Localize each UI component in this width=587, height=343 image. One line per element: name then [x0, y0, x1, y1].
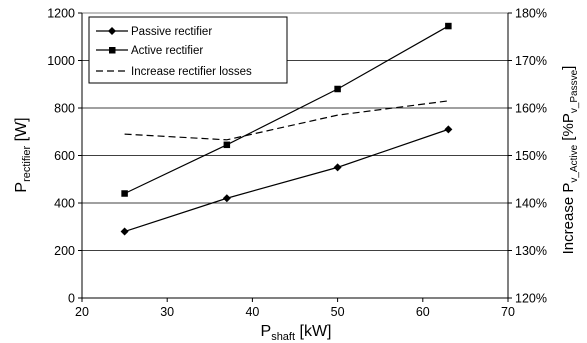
y-axis-right-label-sub: v_Active — [569, 144, 580, 182]
y-right-tick-label: 130% — [515, 244, 547, 258]
legend-label-active: Active rectifier — [131, 45, 203, 57]
data-point-passive-rectifier — [222, 194, 231, 203]
y-right-tick-label: 170% — [515, 54, 547, 68]
y-right-tick-label: 180% — [515, 7, 547, 21]
data-point-active-rectifier — [334, 85, 341, 93]
x-axis-label-main: P — [261, 323, 272, 340]
legend-item-passive: Passive rectifier — [96, 26, 212, 38]
x-axis-label: Pshaft [kW] — [261, 323, 332, 343]
data-point-passive-rectifier — [120, 227, 129, 236]
x-axis-ticks: 20 30 40 50 60 70 — [75, 298, 515, 319]
y-axis-left-label-unit: [W] — [13, 117, 30, 145]
y-axis-right-label: Increase Pv_Active [%Pv_Passve] — [560, 66, 580, 255]
y-left-tick-label: 1000 — [47, 54, 75, 68]
y-left-tick-label: 600 — [54, 149, 75, 163]
data-point-passive-rectifier — [444, 125, 453, 134]
y-left-tick-label: 400 — [54, 197, 75, 211]
y-axis-left-label-sub: rectifier — [21, 146, 33, 182]
y-right-tick-label: 150% — [515, 149, 547, 163]
data-point-active-rectifier — [445, 22, 452, 30]
legend: Passive rectifier Active rectifier Incre… — [88, 16, 288, 84]
y-right-tick-label: 160% — [515, 102, 547, 116]
y-right-tick-label: 140% — [515, 197, 547, 211]
legend-marker-active — [109, 47, 116, 54]
y-right-tick-label: 120% — [515, 292, 547, 306]
series-line-passive-rectifier — [124, 128, 449, 233]
legend-item-active: Active rectifier — [96, 45, 203, 57]
series-line-increase-rectifier-losses — [124, 100, 449, 141]
y-left-tick-label: 200 — [54, 244, 75, 258]
y-left-tick-label: 800 — [54, 102, 75, 116]
data-point-passive-rectifier — [333, 163, 342, 172]
legend-label-passive: Passive rectifier — [131, 26, 212, 38]
y-axis-right-label-mid: [%P — [560, 113, 577, 145]
legend-marker-passive — [108, 27, 116, 35]
y-left-tick-label: 0 — [68, 292, 75, 306]
series-layer — [120, 22, 453, 236]
y-axis-right-ticks: 120% 130% 140% 150% 160% 170% 180% — [508, 7, 547, 306]
y-axis-left-label: Prectifier [W] — [13, 117, 33, 192]
y-axis-left-label-main: P — [13, 182, 30, 193]
y-axis-right-label-end: ] — [560, 66, 577, 70]
x-tick-label: 70 — [501, 305, 515, 319]
series-line-active-rectifier — [124, 25, 449, 195]
x-tick-label: 60 — [416, 305, 430, 319]
data-point-active-rectifier — [223, 141, 231, 149]
y-axis-right-label-sub2: v_Passve — [569, 69, 580, 113]
legend-label-increase: Increase rectifier losses — [131, 66, 252, 78]
y-axis-right-label-prefix: Increase P — [560, 183, 577, 255]
data-point-active-rectifier — [121, 190, 128, 197]
y-axis-left-ticks: 0 200 400 600 800 1000 1200 — [47, 7, 82, 306]
x-tick-label: 20 — [75, 305, 89, 319]
x-tick-label: 40 — [245, 305, 259, 319]
x-tick-label: 50 — [331, 305, 345, 319]
x-axis-label-sub: shaft — [271, 331, 295, 343]
y-left-tick-label: 1200 — [47, 7, 75, 21]
legend-item-increase: Increase rectifier losses — [96, 66, 252, 78]
x-tick-label: 30 — [160, 305, 174, 319]
x-axis-label-unit: [kW] — [295, 323, 331, 340]
